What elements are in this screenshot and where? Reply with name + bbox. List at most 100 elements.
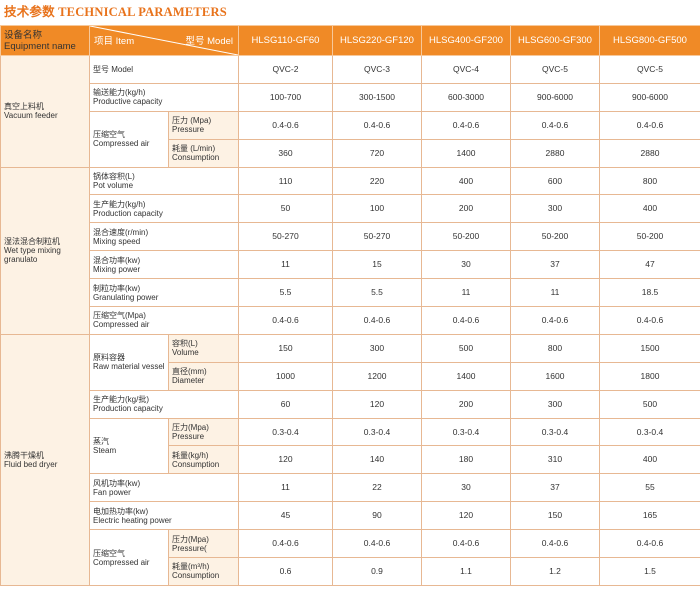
value-cell: 400 — [421, 166, 511, 196]
item-label-zh: 锅体容积(L) — [93, 172, 135, 181]
item-label-en: Mixing power — [93, 264, 141, 274]
value-cell: 50-200 — [421, 222, 511, 252]
value-cell: 180 — [421, 445, 511, 475]
value-cell: QVC-5 — [510, 55, 600, 84]
value-cell: 600-3000 — [421, 82, 511, 112]
item-label-zh: 型号 Model — [93, 64, 134, 74]
sub-item-cell: 耗量(m³/h) Consumption — [168, 557, 239, 586]
table-row: 制粒功率(kw) Granulating power 5.5 5.5 11 11 18.5 — [1, 278, 700, 308]
value-cell: 900-6000 — [510, 82, 600, 112]
table-row: 风机功率(kw) Fan power 11 22 30 37 55 — [1, 473, 700, 503]
value-cell: 1500 — [599, 333, 700, 363]
table-row: 电加热功率(kw) Electric heating power 45 90 120 15… — [1, 501, 700, 531]
value-cell: 0.4-0.6 — [510, 306, 600, 335]
value-cell: 0.4-0.6 — [510, 110, 600, 140]
item-label-zh: 生产能力(kg/h) — [93, 199, 146, 209]
item-cell: 压缩空气 Compressed air — [89, 110, 169, 168]
spec-table: 设备名称 Equipment name 项目 Item 型号 Model HLS… — [0, 25, 700, 586]
value-cell: 150 — [238, 333, 333, 363]
table-row: 耗量(kg/h) Consumption 120 140 180 310 400 — [1, 445, 700, 475]
equipment-name-zh: 湿法混合制粒机 — [4, 237, 60, 247]
value-cell: 2880 — [599, 138, 700, 168]
model-header-1: HLSG110-GF60 — [238, 25, 333, 56]
item-cell: 混合速度(r/min) Mixing speed — [89, 222, 239, 252]
value-cell: 60 — [238, 389, 333, 419]
value-cell: 90 — [332, 501, 422, 531]
value-cell: 15 — [332, 250, 422, 280]
value-cell: 0.4-0.6 — [421, 306, 511, 335]
value-cell: 120 — [332, 389, 422, 419]
item-label-en: Fan power — [93, 487, 131, 497]
value-cell: 900-6000 — [599, 82, 700, 112]
item-header-label: 项目 Item — [94, 36, 135, 47]
value-cell: 0.9 — [332, 557, 422, 586]
equipment-header-en: Equipment name — [4, 40, 76, 52]
value-cell: 150 — [510, 501, 600, 531]
equipment-name-cell: 真空上料机 Vacuum feeder — [0, 55, 90, 168]
item-label-zh: 混合速度(r/min) — [93, 227, 149, 237]
item-label-en: Raw material vessel — [93, 362, 165, 372]
sub-item-label-en: Pressure — [172, 432, 205, 442]
value-cell: 720 — [332, 138, 422, 168]
table-row: 生产能力(kg/h) Production capacity 50 100 200 300… — [1, 194, 700, 224]
item-cell: 生产能力(kg/批) Production capacity — [89, 389, 239, 419]
value-cell: 11 — [238, 250, 333, 280]
value-cell: 800 — [599, 166, 700, 196]
value-cell: 0.6 — [238, 557, 333, 586]
value-cell: 0.3-0.4 — [599, 417, 700, 447]
sub-item-cell: 压力(Mpa) Pressure( — [168, 529, 239, 559]
value-cell: QVC-5 — [599, 55, 700, 84]
item-label-en: Productive capacity — [93, 97, 163, 107]
sub-item-cell: 耗量 (L/min) Consumption — [168, 138, 239, 168]
value-cell: 120 — [238, 445, 333, 475]
table-row: 压缩空气(Mpa) Compressed air 0.4-0.6 0.4-0.6 0.4… — [1, 306, 700, 335]
table-row: 耗量 (L/min) Consumption 360 720 1400 2880 2880 — [1, 138, 700, 168]
item-label-en: Pot volume — [93, 181, 134, 190]
value-cell: 800 — [510, 333, 600, 363]
value-cell: 0.4-0.6 — [238, 110, 333, 140]
sub-item-cell: 压力 (Mpa) Pressure — [168, 110, 239, 140]
item-cell: 制粒功率(kw) Granulating power — [89, 278, 239, 308]
value-cell: 55 — [599, 473, 700, 503]
value-cell: 300 — [510, 389, 600, 419]
value-cell: 310 — [510, 445, 600, 475]
value-cell: 1.5 — [599, 557, 700, 586]
item-label-en: Granulating power — [93, 292, 159, 302]
sub-item-label-zh: 耗量(m³/h) — [172, 562, 210, 572]
item-cell: 压缩空气(Mpa) Compressed air — [89, 306, 239, 335]
equipment-name-zh: 真空上料机 — [4, 102, 44, 112]
value-cell: 11 — [238, 473, 333, 503]
sub-item-label-zh: 耗量 (L/min) — [172, 144, 216, 154]
sub-item-cell: 直径(mm) Diameter — [168, 361, 239, 391]
item-label-zh: 混合功率(kw) — [93, 255, 141, 265]
value-cell: 1600 — [510, 361, 600, 391]
value-cell: 1400 — [421, 361, 511, 391]
value-cell: 100 — [332, 194, 422, 224]
table-row: 真空上料机 Vacuum feeder 型号 Model QVC-2 QVC-3 QVC-… — [0, 55, 700, 168]
value-cell: 220 — [332, 166, 422, 196]
sub-item-cell: 容积(L) Volume — [168, 333, 239, 363]
value-cell: 0.4-0.6 — [599, 306, 700, 335]
item-label-zh: 蒸汽 — [93, 436, 109, 446]
value-cell: 400 — [599, 194, 700, 224]
value-cell: 37 — [510, 250, 600, 280]
value-cell: 45 — [238, 501, 333, 531]
value-cell: 50 — [238, 194, 333, 224]
equipment-header-zh: 设备名称 — [4, 29, 43, 41]
sub-item-label-en: Consumption — [172, 571, 220, 581]
table-row: 混合功率(kw) Mixing power 11 15 30 37 47 — [1, 250, 700, 280]
item-cell: 型号 Model — [89, 55, 239, 84]
equipment-name-cell: 沸腾干燥机 Fluid bed dryer — [0, 333, 90, 586]
value-cell: 110 — [238, 166, 333, 196]
value-cell: 5.5 — [332, 278, 422, 308]
table-row: 生产能力(kg/批) Production capacity 60 120 200 300… — [1, 389, 700, 419]
table-row: 压缩空气 Compressed air 压力 (Mpa) Pressure 0.4-0.… — [1, 110, 700, 168]
item-label-zh: 输送能力(kg/h) — [93, 88, 146, 98]
item-cell: 输送能力(kg/h) Productive capacity — [89, 82, 239, 112]
value-cell: 1200 — [332, 361, 422, 391]
sub-item-label-zh: 耗量(kg/h) — [172, 450, 209, 460]
value-cell: 30 — [421, 250, 511, 280]
item-label-zh: 压缩空气 — [93, 130, 125, 140]
equipment-name-en: Wet type mixing granulato — [4, 246, 61, 265]
